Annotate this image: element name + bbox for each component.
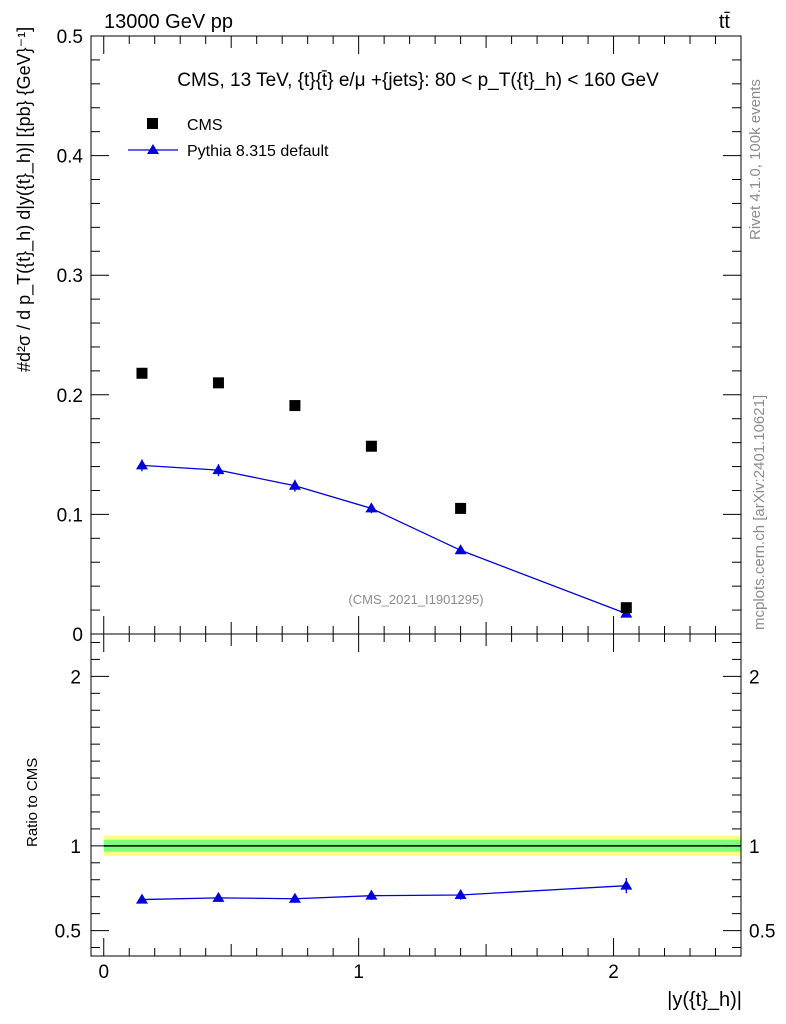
ratio-ytick-label-right: 1	[749, 837, 760, 858]
ratio-band	[103, 835, 741, 857]
header-right: tt̄	[719, 11, 731, 33]
cms-point	[289, 400, 301, 412]
ratio-curves	[135, 878, 633, 904]
ratio-mc-point	[212, 891, 225, 902]
cms-point	[136, 367, 148, 379]
mcplots-label: mcplots.cern.ch [arXiv:2401.10621]	[751, 395, 768, 630]
legend-mc-marker	[147, 144, 159, 154]
main-ytick-label: 0	[72, 625, 83, 646]
legend-cms-marker	[147, 118, 158, 129]
ratio-ylabel: Ratio to CMS	[24, 758, 41, 847]
ratio-panel: 0.5 0.5 1 1 2 2 0 1 2 Ratio to CMS	[24, 633, 775, 983]
mc-point	[454, 544, 467, 555]
cms-point	[455, 502, 467, 514]
cms-point	[620, 602, 632, 614]
legend-mc-label: Pythia 8.315 default	[187, 143, 329, 160]
rivet-version-label: Rivet 4.1.0, 100k events	[747, 79, 764, 240]
legend-cms-label: CMS	[187, 117, 223, 134]
xtick-label: 1	[353, 962, 364, 983]
ratio-mc-point	[365, 889, 378, 900]
xtick-label: 0	[98, 962, 109, 983]
x-axis-label: |y({t}_h)|	[667, 989, 742, 1011]
main-curves	[135, 367, 633, 618]
main-panel: 0 0.1 0.2 0.3 0.4 0.5 CMS, 13 TeV, {t}{t̄} e/…	[14, 27, 742, 646]
mc-point	[212, 464, 225, 475]
main-title: CMS, 13 TeV, {t}{t̄} e/μ +{jets}: 80 < p…	[177, 70, 659, 91]
cms-point	[365, 440, 377, 452]
ratio-ytick-label-right: 0.5	[749, 922, 775, 943]
header-left: 13000 GeV pp	[104, 11, 233, 33]
mc-point	[135, 459, 148, 470]
ratio-ytick-label: 1	[70, 837, 81, 858]
ratio-ticks: 0.5 0.5 1 1 2 2 0 1 2	[55, 634, 775, 983]
cms-point	[212, 377, 224, 389]
mc-point	[288, 479, 301, 490]
ratio-ytick-label: 0.5	[55, 922, 81, 943]
ratio-frame	[90, 633, 742, 957]
ratio-ytick-label: 2	[70, 667, 81, 688]
main-ytick-label: 0.1	[57, 505, 83, 526]
ratio-mc-point	[288, 892, 301, 903]
mc-point	[365, 502, 378, 513]
ratio-mc-point	[620, 879, 633, 890]
ratio-mc-point	[135, 893, 148, 904]
mc-line	[141, 464, 627, 615]
ratio-mc-point	[454, 888, 467, 899]
main-ytick-label: 0.5	[57, 27, 83, 48]
ratio-ytick-label-right: 2	[749, 667, 760, 688]
main-ylabel: #d²σ / d p_T({t}_h) d|y({t}_h)| [{pb} {G…	[14, 27, 35, 372]
main-ticks: 0 0.1 0.2 0.3 0.4 0.5	[57, 27, 742, 646]
legend: CMS Pythia 8.315 default	[128, 117, 329, 160]
main-ytick-label: 0.3	[57, 266, 83, 287]
main-ytick-label: 0.2	[57, 386, 83, 407]
main-ytick-label: 0.4	[57, 147, 84, 168]
analysis-tag: (CMS_2021_I1901295)	[348, 592, 483, 607]
xtick-label: 2	[608, 962, 619, 983]
ratio-mc-line	[141, 885, 627, 901]
